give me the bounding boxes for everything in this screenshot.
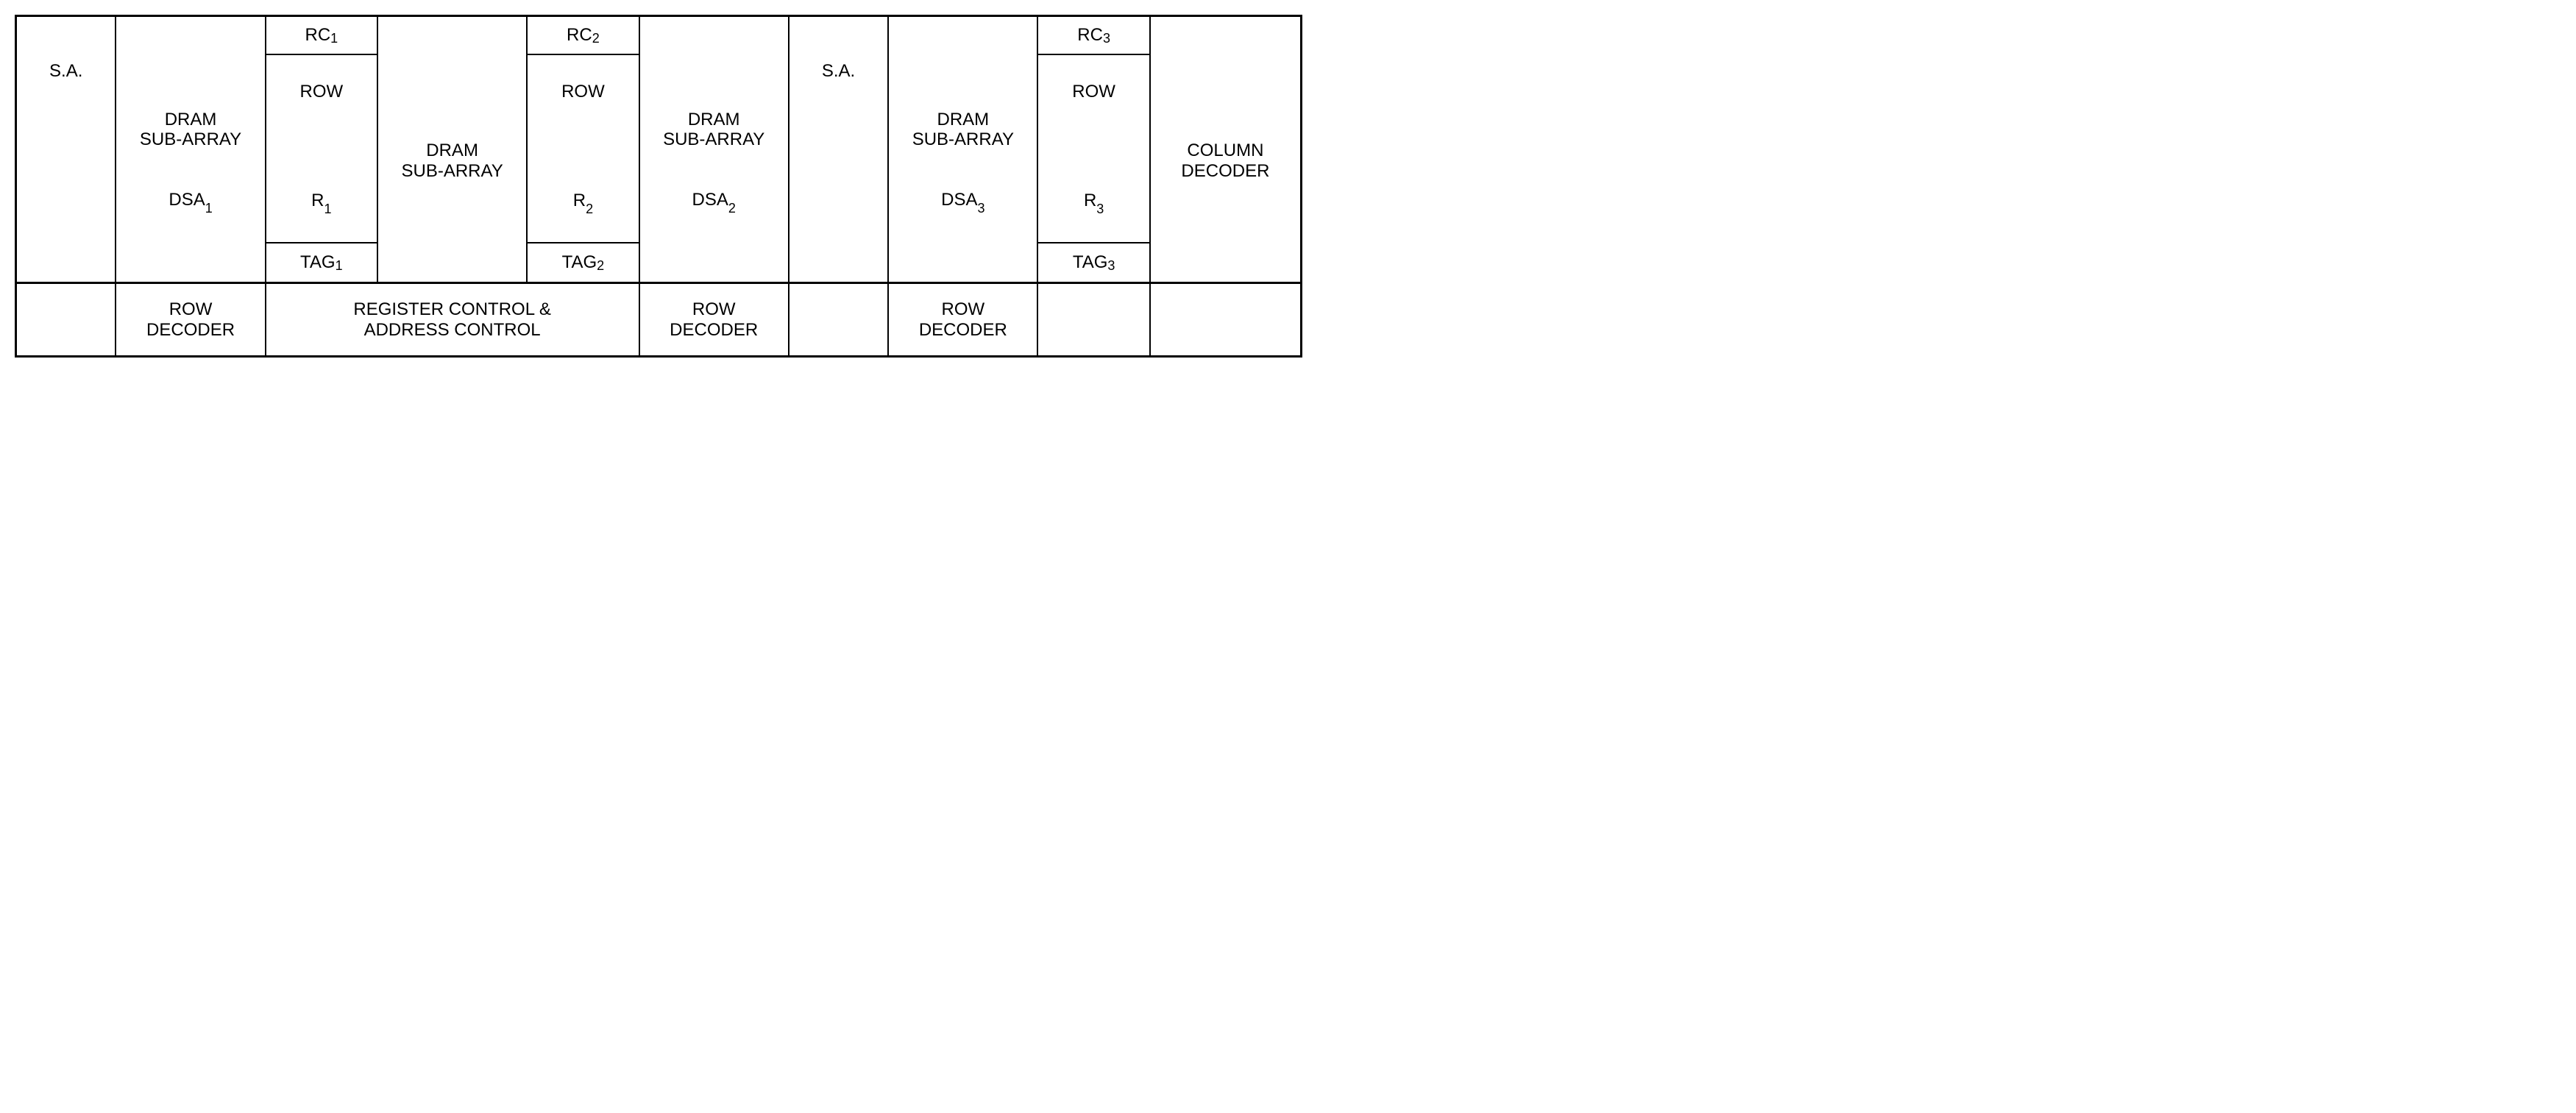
bottom-row: ROW DECODER REGISTER CONTROL & ADDRESS C… [17, 282, 1300, 355]
dsa1-line1: DRAM [165, 110, 217, 130]
dram2-line2: SUB-ARRAY [401, 161, 503, 182]
dsa2-line2: SUB-ARRAY [663, 129, 764, 150]
cell-coldec: COLUMN DECODER [1151, 17, 1300, 282]
bottom-rowdec-3: ROW DECODER [889, 284, 1038, 355]
r3-mid: ROW R3 [1038, 55, 1149, 243]
cell-dsa1: DRAM SUB-ARRAY DSA1 [116, 17, 266, 282]
r1-bot: TAG1 [266, 243, 377, 282]
cell-dsa2: DRAM SUB-ARRAY DSA2 [640, 17, 790, 282]
cell-r1: RC1 ROW R1 TAG1 [266, 17, 378, 282]
bottom-rowdec-2: ROW DECODER [640, 284, 790, 355]
cell-sa1: S.A. [17, 17, 116, 282]
coldec-line2: DECODER [1181, 161, 1269, 182]
cell-r2: RC2 ROW R2 TAG2 [528, 17, 639, 282]
bottom-empty-6 [1038, 284, 1150, 355]
bottom-rowdec-1: ROW DECODER [116, 284, 266, 355]
dsa3-line2: SUB-ARRAY [912, 129, 1014, 150]
bottom-empty-4 [790, 284, 889, 355]
bottom-regctrl: REGISTER CONTROL & ADDRESS CONTROL [266, 284, 640, 355]
dram2-line1: DRAM [426, 141, 478, 161]
r3-top: RC3 [1038, 17, 1149, 55]
cell-dsa3: DRAM SUB-ARRAY DSA3 [889, 17, 1038, 282]
dsa3-line1: DRAM [937, 110, 989, 130]
cell-sa2: S.A. [790, 17, 889, 282]
cell-dram2: DRAM SUB-ARRAY [378, 17, 528, 282]
dsa3-line3: DSA3 [941, 190, 984, 213]
top-row: S.A. DRAM SUB-ARRAY DSA1 RC1 ROW R1 TAG1… [17, 17, 1300, 282]
label-sa1: S.A. [49, 61, 82, 82]
dsa1-line2: SUB-ARRAY [140, 129, 241, 150]
dsa2-line3: DSA2 [692, 190, 736, 213]
r1-mid: ROW R1 [266, 55, 377, 243]
dram-block-diagram: S.A. DRAM SUB-ARRAY DSA1 RC1 ROW R1 TAG1… [15, 15, 1302, 358]
r2-mid: ROW R2 [528, 55, 638, 243]
dsa2-line1: DRAM [688, 110, 740, 130]
coldec-line1: COLUMN [1187, 141, 1263, 161]
r3-bot: TAG3 [1038, 243, 1149, 282]
label-sa2: S.A. [822, 61, 855, 82]
r2-top: RC2 [528, 17, 638, 55]
dsa1-line3: DSA1 [168, 190, 212, 213]
r1-top: RC1 [266, 17, 377, 55]
cell-r3: RC3 ROW R3 TAG3 [1038, 17, 1150, 282]
r2-bot: TAG2 [528, 243, 638, 282]
bottom-empty-0 [17, 284, 116, 355]
bottom-empty-7 [1151, 284, 1300, 355]
